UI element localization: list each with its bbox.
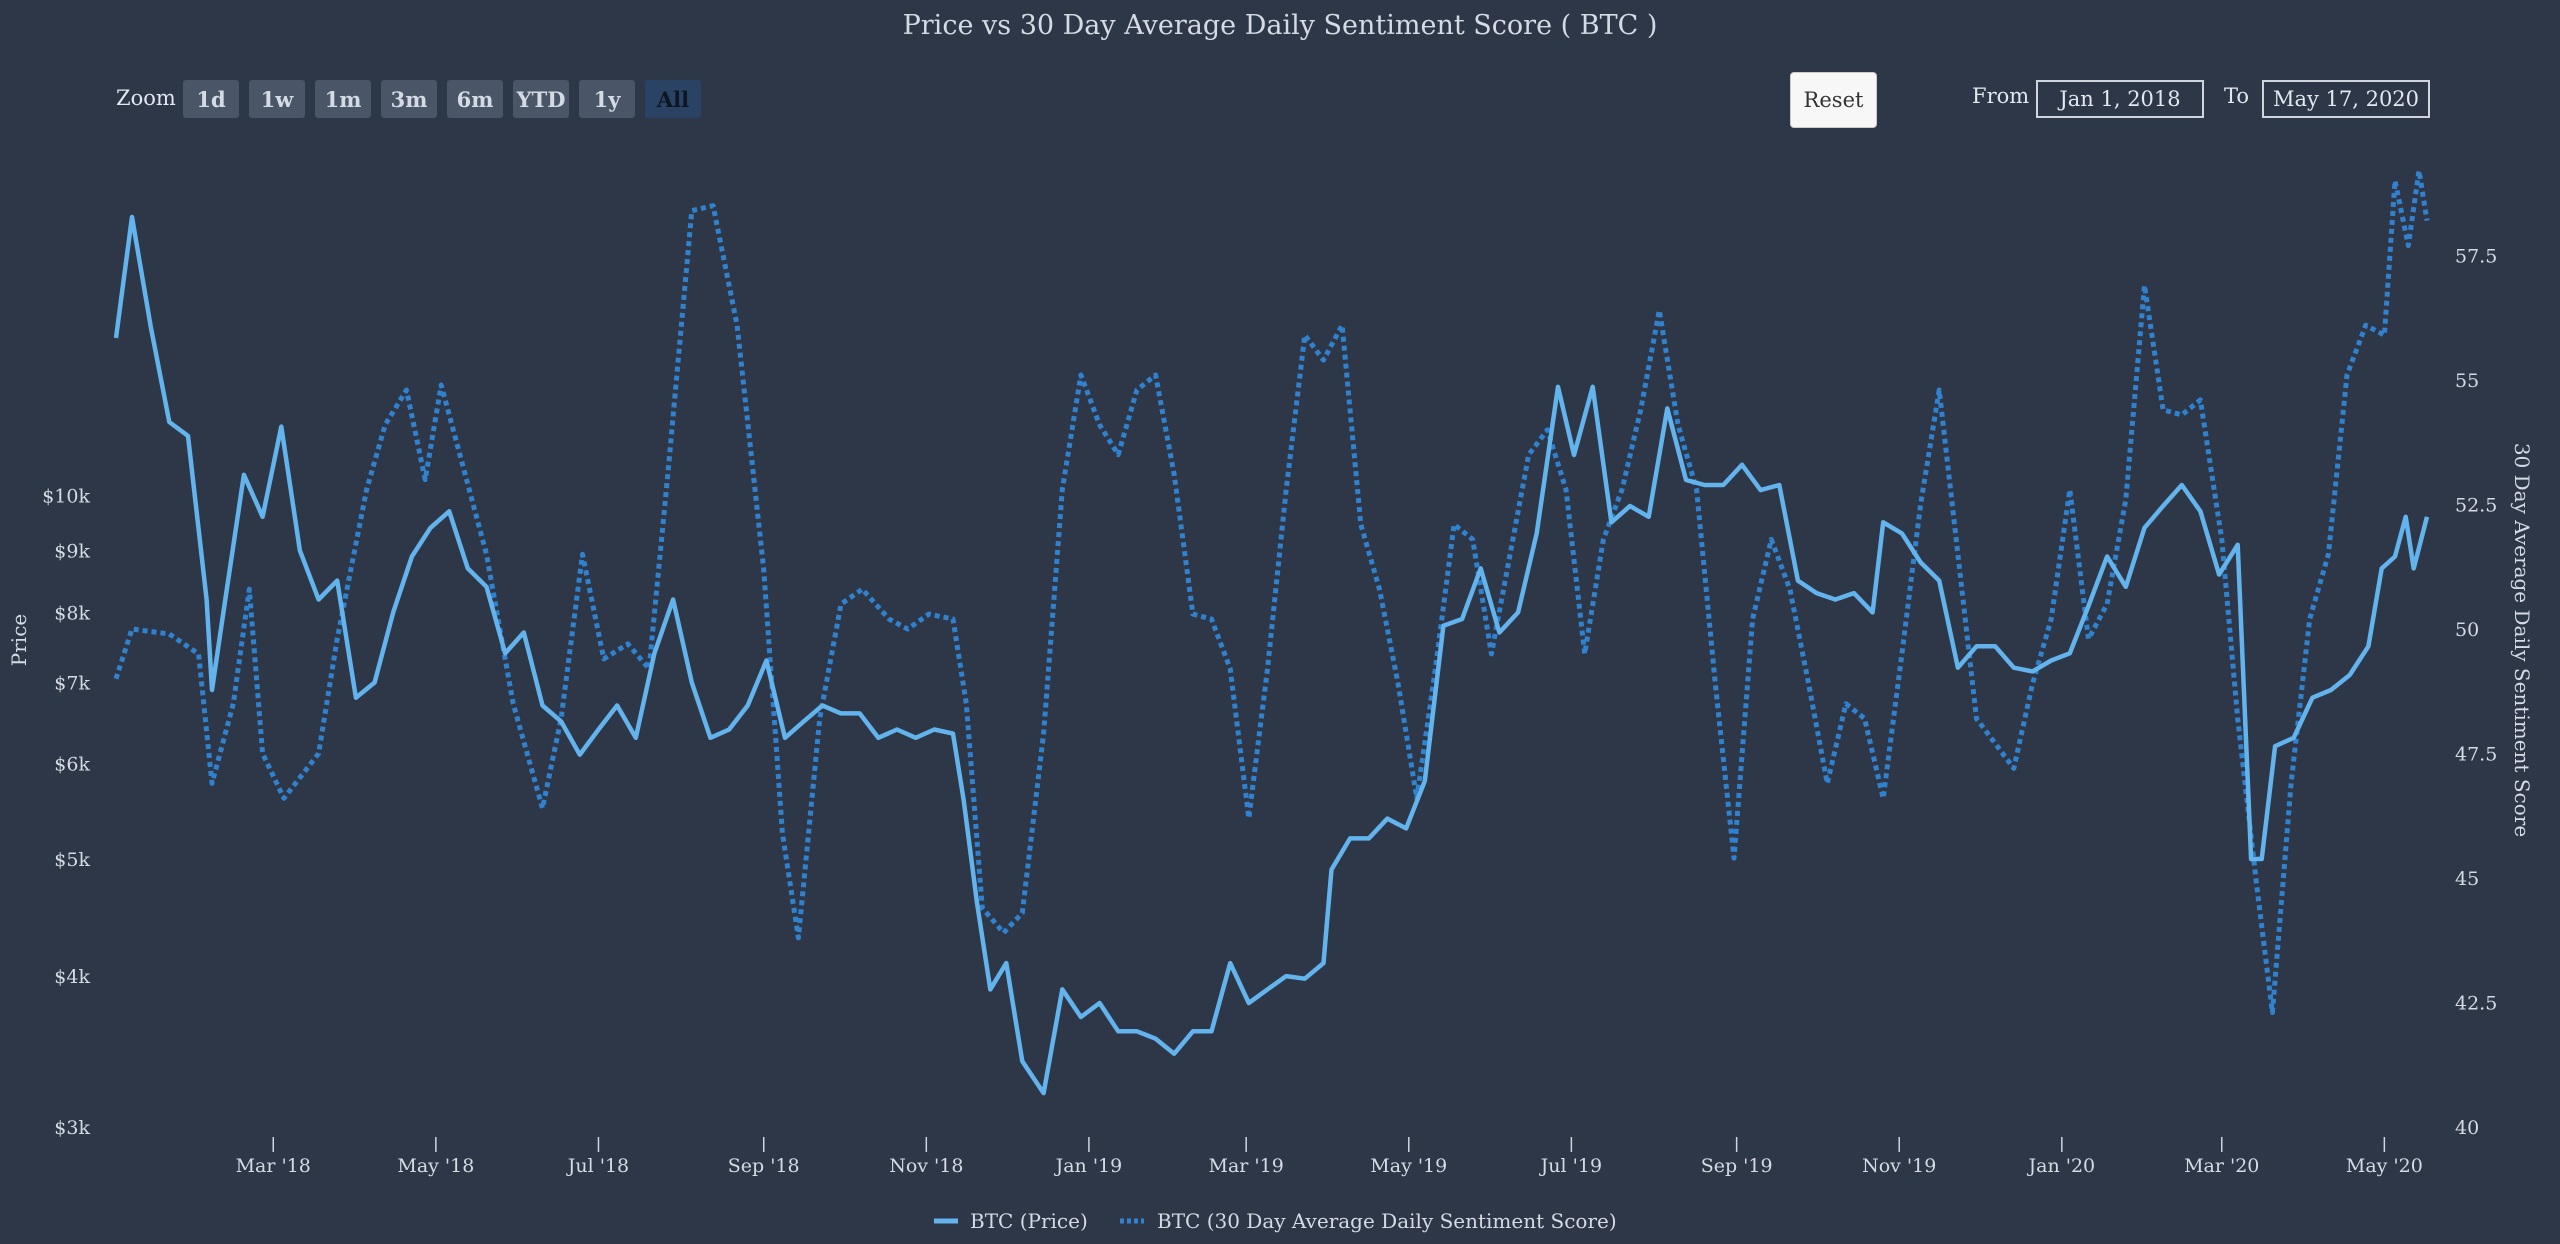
legend-price-label[interactable]: BTC (Price) (970, 1209, 1088, 1233)
y-tick-label: $6k (54, 753, 90, 775)
x-tick-label: Mar '20 (2184, 1155, 2259, 1177)
zoom-button-1m[interactable]: 1m (315, 80, 371, 118)
zoom-button-ytd[interactable]: YTD (513, 80, 569, 118)
x-tick-label: Mar '19 (1209, 1155, 1284, 1177)
zoom-button-3m[interactable]: 3m (381, 80, 437, 118)
x-tick-label: Jul '19 (1539, 1155, 1602, 1177)
x-tick-label: Sep '19 (1701, 1155, 1773, 1177)
y2-tick-label: 40 (2455, 1117, 2479, 1139)
price-line (113, 214, 2430, 1096)
legend-sentiment-label[interactable]: BTC (30 Day Average Daily Sentiment Scor… (1157, 1209, 1617, 1233)
to-label: To (2224, 84, 2250, 108)
y-tick-label: $8k (54, 602, 90, 624)
from-date-input[interactable] (2036, 80, 2204, 118)
x-tick-label: Nov '18 (889, 1155, 963, 1177)
zoom-button-1y[interactable]: 1y (579, 80, 635, 118)
x-tick-label: Jul '18 (566, 1155, 629, 1177)
y2-tick-label: 42.5 (2455, 993, 2497, 1015)
x-tick-label: Nov '19 (1862, 1155, 1936, 1177)
y2-tick-label: 55 (2455, 370, 2479, 392)
reset-button[interactable]: Reset (1790, 72, 1877, 128)
y-tick-label: $9k (54, 541, 90, 563)
zoom-button-1w[interactable]: 1w (249, 80, 305, 118)
zoom-button-all[interactable]: All (645, 80, 701, 118)
x-tick-label: Mar '18 (236, 1155, 311, 1177)
zoom-button-1d[interactable]: 1d (183, 80, 239, 118)
sentiment-line (113, 168, 2430, 1015)
x-tick-label: Sep '18 (728, 1155, 800, 1177)
y-tick-label: $4k (54, 966, 90, 988)
to-date-input[interactable] (2262, 80, 2430, 118)
y2-tick-label: 50 (2455, 619, 2479, 641)
y-axis-title: Price (7, 614, 31, 666)
y2-tick-label: 52.5 (2455, 495, 2497, 517)
zoom-button-6m[interactable]: 6m (447, 80, 503, 118)
y-tick-label: $3k (54, 1117, 90, 1139)
from-label: From (1972, 84, 2030, 108)
x-tick-label: May '20 (2346, 1155, 2423, 1177)
x-tick-label: May '19 (1370, 1155, 1447, 1177)
y-tick-label: $7k (54, 672, 90, 694)
zoom-label: Zoom (116, 86, 176, 110)
y2-tick-label: 57.5 (2455, 246, 2497, 268)
x-tick-label: Jan '19 (1054, 1155, 1123, 1177)
chart-title: Price vs 30 Day Average Daily Sentiment … (902, 10, 1658, 41)
y-tick-label: $10k (42, 485, 90, 507)
y2-tick-label: 47.5 (2455, 744, 2497, 766)
y2-axis-title: 30 Day Average Daily Sentiment Score (2510, 443, 2534, 837)
y-tick-label: $5k (54, 849, 90, 871)
y2-tick-label: 45 (2455, 868, 2479, 890)
x-tick-label: May '18 (397, 1155, 474, 1177)
x-tick-label: Jan '20 (2027, 1155, 2096, 1177)
